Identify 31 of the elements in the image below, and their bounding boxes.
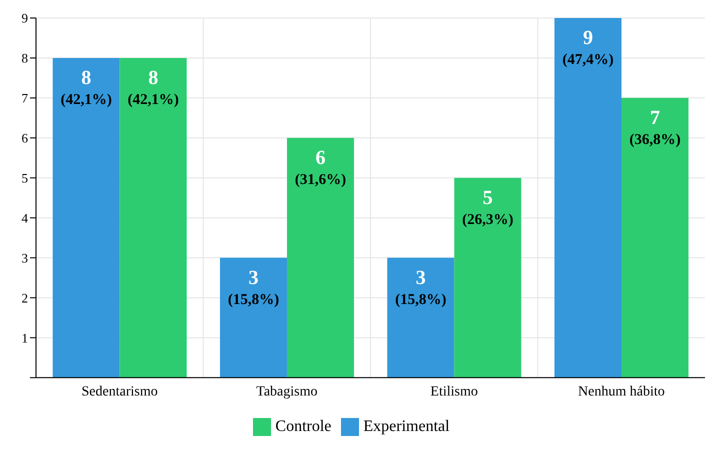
bar [52, 58, 120, 378]
legend-label: Experimental [363, 418, 450, 435]
x-tick-label: Nenhum hábito [578, 384, 665, 400]
y-tick-label: 1 [22, 330, 28, 346]
data-label: 3 (15,8%) [228, 266, 280, 308]
data-label: 5 (26,3%) [462, 186, 514, 228]
data-label: 8 (42,1%) [60, 66, 112, 108]
y-tick-label: 9 [22, 10, 28, 26]
x-tick-label: Tabagismo [256, 384, 318, 400]
data-label: 7 (36,8%) [629, 106, 681, 148]
x-tick-label: Sedentarismo [82, 384, 158, 400]
data-label: 8 (42,1%) [128, 66, 179, 108]
bar [220, 258, 287, 378]
y-tick-label: 8 [22, 50, 28, 66]
bar [387, 258, 454, 378]
data-label: 9 (47,4%) [562, 27, 614, 68]
data-label: 3 (15,8%) [395, 266, 446, 308]
data-label: 6 (31,6%) [294, 146, 346, 188]
y-tick-label: 7 [22, 90, 28, 106]
y-tick-label: 5 [22, 170, 28, 186]
x-tick-label: Etilismo [430, 384, 478, 400]
bar [554, 18, 622, 378]
bar [286, 138, 354, 378]
y-tick-label: 3 [22, 250, 28, 266]
y-tick-label: 4 [22, 210, 28, 226]
legend-label: Controle [275, 418, 332, 435]
bar [120, 58, 187, 378]
bar [454, 178, 522, 378]
y-tick-label: 6 [22, 130, 28, 146]
bar [621, 98, 688, 378]
y-tick-label: 2 [22, 290, 28, 306]
